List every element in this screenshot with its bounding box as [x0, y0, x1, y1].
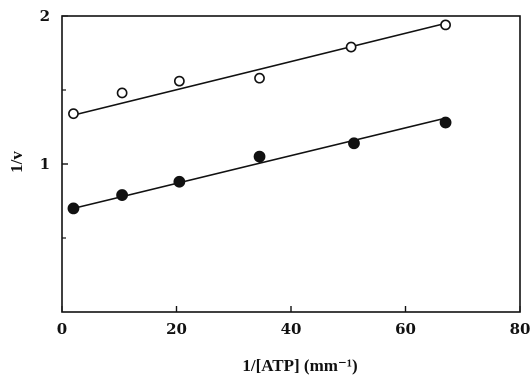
open-circle-point	[116, 87, 128, 99]
filled-circle-point	[116, 189, 129, 201]
open-circle-point	[345, 41, 357, 53]
fit-line-series-2	[73, 117, 446, 210]
x-tick-label: 60	[395, 320, 416, 338]
y-tick-label: 2	[40, 7, 50, 25]
open-circle-point	[68, 108, 79, 120]
x-tick-label: 40	[281, 320, 302, 338]
filled-circle-point	[348, 137, 360, 150]
y-tick-label: 1	[40, 155, 50, 173]
filled-circle-point	[173, 175, 186, 188]
filled-circle-point	[253, 150, 266, 163]
x-axis-title: 1/[ATP] (mm⁻¹)	[242, 356, 357, 375]
filled-circle-point	[67, 202, 80, 215]
open-circle-point	[440, 19, 451, 31]
filled-circle-point	[439, 116, 452, 129]
fit-line-series-1	[73, 22, 446, 116]
open-circle-point	[254, 72, 265, 84]
plot-frame	[61, 15, 521, 313]
x-tick-label: 80	[510, 320, 531, 338]
y-axis-title: 1/v	[7, 151, 26, 173]
x-tick-label: 0	[57, 320, 67, 338]
open-circle-point	[173, 75, 185, 87]
x-tick-label: 20	[166, 320, 187, 338]
